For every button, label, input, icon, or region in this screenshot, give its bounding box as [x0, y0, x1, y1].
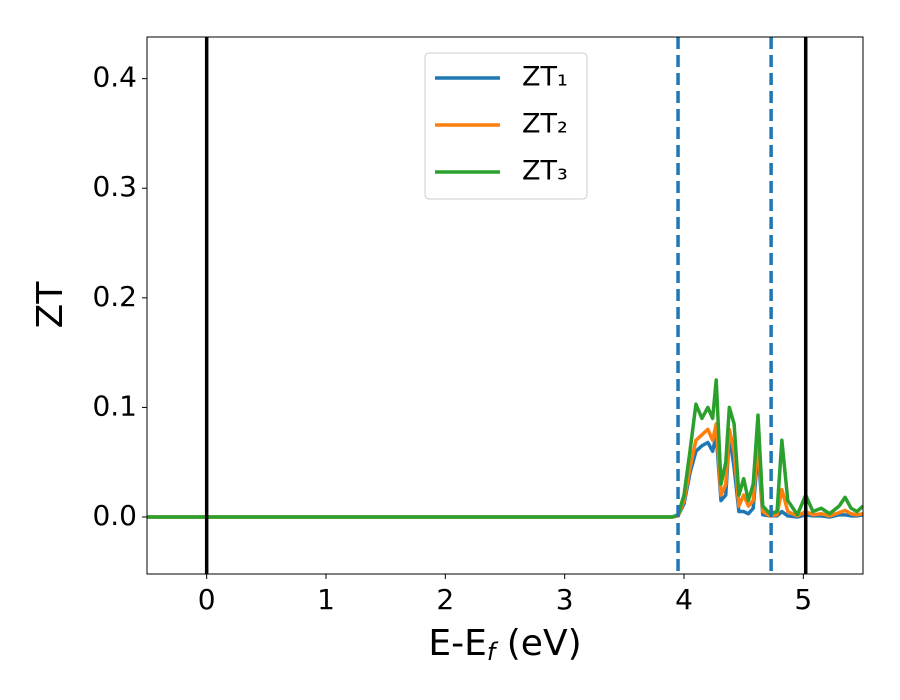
series-line: [147, 422, 863, 519]
legend-box: [424, 52, 588, 200]
y-tick-label: 0.1: [92, 389, 137, 422]
x-label-part: E-E: [428, 623, 486, 664]
axes-frame: [146, 36, 864, 575]
legend-label: ZT₁: [522, 62, 568, 93]
y-tick-label: 0.4: [92, 61, 137, 94]
y-tick-label: 0.2: [92, 280, 137, 313]
legend-label: ZT₂: [522, 109, 568, 140]
plot-area: [147, 37, 863, 574]
x-tick-label: 3: [556, 583, 574, 616]
series-line: [147, 378, 863, 519]
y-tick-label: 0.0: [92, 499, 137, 532]
x-tick-label: 0: [198, 583, 216, 616]
x-axis-label: E-Ef (eV): [428, 623, 581, 666]
x-tick-label: 1: [317, 583, 335, 616]
legend-label: ZT₃: [522, 156, 568, 187]
x-tick-label: 2: [436, 583, 454, 616]
x-tick-label: 5: [794, 583, 812, 616]
x-label-part: (eV): [495, 623, 581, 664]
y-tick-label: 0.3: [92, 170, 137, 203]
y-axis-label: ZT: [30, 281, 71, 329]
x-tick-label: 4: [675, 583, 693, 616]
